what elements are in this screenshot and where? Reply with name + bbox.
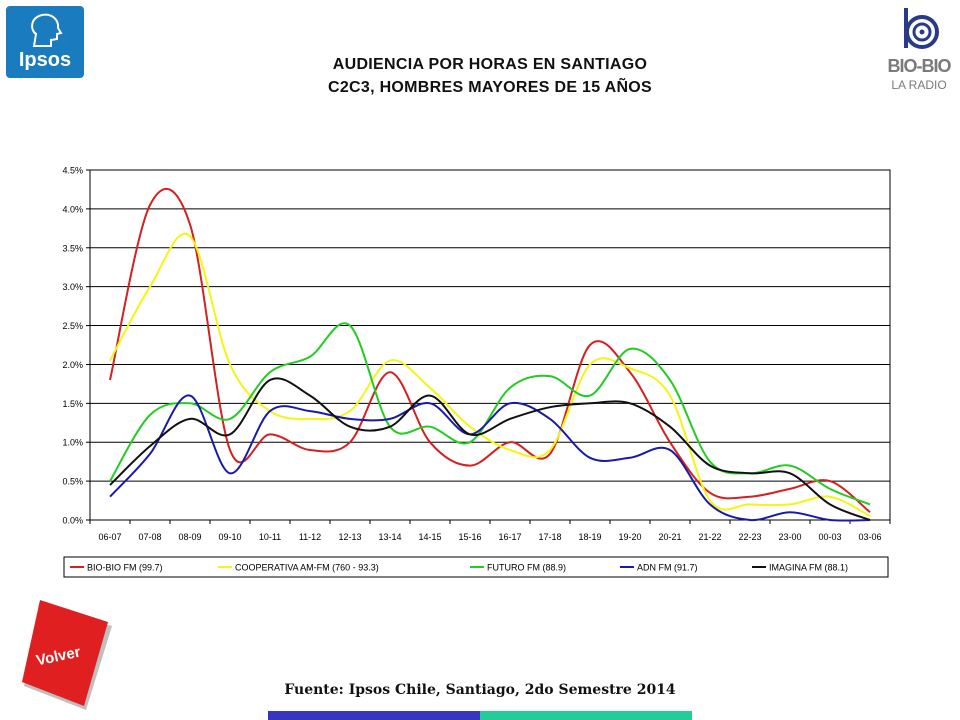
y-tick-label: 3.0% <box>62 282 83 292</box>
legend-label-3: FUTURO FM (88.9) <box>487 563 566 573</box>
y-tick-label: 3.5% <box>62 243 83 253</box>
x-tick-label: 20-21 <box>658 532 681 542</box>
ipsos-logo-text: Ipsos <box>18 49 72 71</box>
x-tick-label: 18-19 <box>578 532 601 542</box>
volver-button[interactable]: Volver <box>22 600 118 712</box>
line-chart: 0.0% 0.5% 1.0% 1.5% 2.0% 2.5% 3.0% 3.5% 4.0% 4.5%… <box>62 166 891 578</box>
x-tick-label: 11-12 <box>299 532 321 542</box>
chart-title-line2: C2C3, HOMBRES MAYORES DE 15 AÑOS <box>327 79 653 96</box>
biobio-b-icon <box>904 8 939 49</box>
series-line-4 <box>109 394 871 522</box>
biobio-logo-text: BIO-BIO <box>887 56 952 76</box>
footer-bar-blue <box>268 711 480 720</box>
chart-legend: BIO-BIO FM (99.7) COOPERATIVA AM-FM (760 … <box>63 556 889 578</box>
y-tick-label: 2.0% <box>62 360 83 370</box>
x-tick-label: 16-17 <box>498 532 521 542</box>
x-tick-label: 21-22 <box>698 532 721 542</box>
series-line-1 <box>109 187 871 513</box>
x-tick-label: 00-03 <box>818 532 841 542</box>
chart-title-line1: AUDIENCIA POR HORAS EN SANTIAGO <box>332 56 648 73</box>
y-tick-label: 0.0% <box>62 516 83 526</box>
x-tick-label: 12-13 <box>338 532 361 542</box>
x-tick-label: 23-00 <box>778 532 801 542</box>
biobio-logo-subtext: LA RADIO <box>891 78 947 92</box>
x-tick-label: 08-09 <box>178 532 201 542</box>
biobio-logo: BIO-BIO LA RADIO <box>884 6 954 98</box>
y-tick-label: 1.0% <box>62 438 83 448</box>
y-tick-label: 1.5% <box>62 399 83 409</box>
footer-bar-teal <box>480 711 692 720</box>
ipsos-head-icon <box>31 13 63 47</box>
x-tick-label: 03-06 <box>858 532 881 542</box>
legend-label-5: IMAGINA FM (88.1) <box>769 563 848 573</box>
volver-shape-icon <box>22 600 112 710</box>
x-tick-label: 09-10 <box>218 532 241 542</box>
x-tick-label: 15-16 <box>458 532 481 542</box>
x-tick-label: 13-14 <box>378 532 401 542</box>
y-tick-label: 4.0% <box>62 204 83 214</box>
x-tick-label: 22-23 <box>738 532 761 542</box>
legend-label-2: COOPERATIVA AM-FM (760 - 93.3) <box>235 563 379 573</box>
legend-label-4: ADN FM (91.7) <box>637 563 698 573</box>
y-tick-label: 0.5% <box>62 477 83 487</box>
x-tick-label: 07-08 <box>138 532 161 542</box>
legend-label-1: BIO-BIO FM (99.7) <box>87 563 163 573</box>
y-tick-label: 2.5% <box>62 321 83 331</box>
x-tick-label: 19-20 <box>618 532 641 542</box>
x-tick-label: 06-07 <box>98 532 121 542</box>
x-tick-label: 17-18 <box>538 532 561 542</box>
plot-area: 0.0% 0.5% 1.0% 1.5% 2.0% 2.5% 3.0% 3.5% 4.0% 4.5%… <box>62 166 891 542</box>
y-tick-label: 4.5% <box>62 166 83 176</box>
x-tick-label: 14-15 <box>418 532 441 542</box>
source-note: Fuente: Ipsos Chile, Santiago, 2do Semes… <box>284 682 676 698</box>
ipsos-logo: Ipsos <box>6 6 84 78</box>
series-line-5 <box>109 377 871 521</box>
x-tick-label: 10-11 <box>259 532 281 542</box>
